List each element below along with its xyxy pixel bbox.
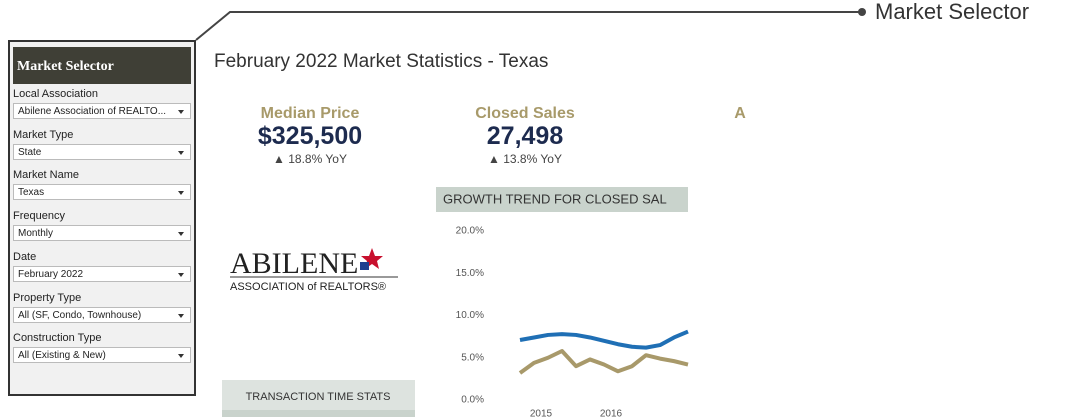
transaction-title: TRANSACTION TIME STATS bbox=[246, 391, 391, 403]
field-label: Date bbox=[13, 250, 37, 263]
panel-title: Market Selector bbox=[13, 47, 191, 84]
series-line bbox=[518, 348, 689, 375]
dropdown-arrow bbox=[178, 191, 184, 196]
kpi-value: 27,498 bbox=[486, 122, 564, 150]
dropdown[interactable]: Texas bbox=[13, 184, 191, 201]
chart-title: GROWTH TREND FOR CLOSED SAL bbox=[443, 191, 667, 206]
transaction-band bbox=[222, 410, 415, 417]
kpi-label: A bbox=[734, 105, 746, 122]
dropdown-arrow bbox=[178, 272, 184, 277]
kpi-change: ▲ 13.8% YoY bbox=[488, 152, 562, 166]
transaction-header bbox=[222, 380, 415, 412]
field-label: Market Name bbox=[13, 169, 80, 182]
callout-label: Market Selector bbox=[875, 0, 1029, 24]
logo-subtitle: ASSOCIATION of REALTORS® bbox=[230, 281, 386, 293]
y-tick-label: 10.0% bbox=[456, 310, 484, 321]
dropdown[interactable]: February 2022 bbox=[13, 265, 191, 282]
field-label: Property Type bbox=[13, 291, 82, 304]
dropdown-arrow bbox=[178, 313, 184, 318]
page-title: February 2022 Market Statistics - Texas bbox=[214, 51, 549, 72]
field-label: Local Association bbox=[13, 88, 98, 100]
dropdown-arrow bbox=[178, 150, 184, 155]
callout-line bbox=[195, 11, 862, 41]
growth-chart: 0.0% 5.0% 10.0% 15.0% 20.0% 2015 2016 bbox=[456, 226, 689, 417]
dropdown-arrow bbox=[178, 354, 184, 359]
dropdown-arrow bbox=[178, 110, 184, 114]
dropdown[interactable]: Abilene Association of REALTO... bbox=[13, 103, 191, 119]
y-tick-label: 15.0% bbox=[456, 268, 484, 279]
kpi-label: Closed Sales bbox=[475, 105, 575, 122]
logo-name: ABILENE bbox=[230, 247, 358, 280]
field-label: Market Type bbox=[13, 128, 74, 141]
dropdown[interactable]: Monthly bbox=[13, 225, 191, 242]
field-label: Construction Type bbox=[13, 332, 102, 345]
kpi-value: $325,500 bbox=[257, 122, 363, 150]
y-tick-label: 0.0% bbox=[461, 395, 484, 406]
x-tick-label: 2015 bbox=[530, 409, 553, 417]
x-tick-label: 2016 bbox=[600, 409, 623, 417]
dropdown[interactable]: All (Existing & New) bbox=[13, 347, 191, 364]
market-selector-panel: Market Selector Local Association Abilene… bbox=[8, 40, 196, 396]
kpi-label: Median Price bbox=[260, 105, 360, 122]
chart-header bbox=[436, 187, 688, 212]
dropdown-arrow bbox=[178, 232, 184, 237]
dropdown[interactable]: State bbox=[13, 143, 191, 160]
y-tick-label: 5.0% bbox=[461, 352, 484, 363]
callout-dot bbox=[858, 8, 866, 16]
y-tick-label: 20.0% bbox=[456, 226, 484, 237]
logo-star bbox=[360, 248, 383, 270]
dropdown[interactable]: All (SF, Condo, Townhouse) bbox=[13, 306, 191, 323]
kpi-change: ▲ 18.8% YoY bbox=[273, 152, 347, 166]
field-label: Frequency bbox=[13, 210, 65, 223]
series-line bbox=[519, 329, 689, 350]
